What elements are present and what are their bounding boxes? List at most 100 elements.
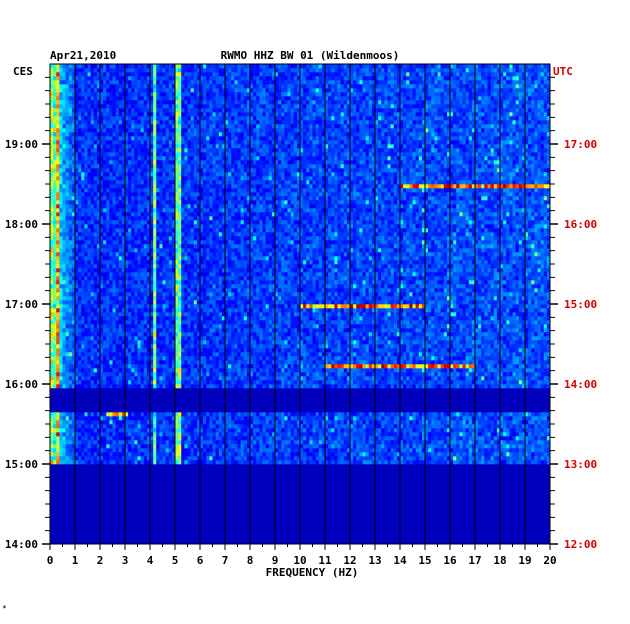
spectrogram-cell [450,424,454,429]
spectrogram-cell [268,444,273,449]
spectrogram-cell [418,464,423,469]
spectrogram-cell [271,448,276,453]
spectrogram-cell [315,524,320,529]
spectrogram-cell [184,532,188,537]
spectrogram-cell [212,464,216,469]
spectrogram-cell [296,464,301,469]
spectrogram-cell [465,440,470,445]
spectrogram-cell [71,516,76,521]
spectrogram-cell [484,456,488,461]
spectrogram-cell [128,512,132,517]
spectrogram-cell [506,520,510,525]
spectrogram-cell [462,464,466,469]
spectrogram-cell [134,468,138,473]
spectrogram-cell [253,512,257,517]
spectrogram-cell [243,432,248,437]
spectrogram-cell [153,504,157,509]
spectrogram-cell [71,520,76,525]
spectrogram-cell [512,432,516,437]
spectrogram-cell [90,440,95,445]
spectrogram-cell [190,460,195,465]
spectrogram-cell [431,440,435,445]
spectrogram-cell [184,480,188,485]
spectrogram-cell [387,500,391,505]
spectrogram-cell [334,480,338,485]
spectrogram-cell [496,440,501,445]
spectrogram-cell [131,524,135,529]
spectrogram-cell [212,428,216,433]
spectrogram-cell [175,424,179,429]
spectrogram-cell [81,512,85,517]
spectrogram-cell [118,524,123,529]
spectrogram-cell [59,496,63,501]
spectrogram-cell [362,508,366,513]
spectrogram-cell [56,524,60,529]
spectrogram-cell [378,504,382,509]
spectrogram-cell [381,528,385,533]
spectrogram-cell [434,472,438,477]
spectrogram-cell [128,496,132,501]
spectrogram-cell [96,440,101,445]
spectrogram-cell [296,444,301,449]
spectrogram-cell [462,452,466,457]
spectrogram-cell [53,448,57,453]
spectrogram-cell [421,420,426,425]
spectrogram-cell [159,540,163,545]
spectrogram-cell [253,492,257,497]
spectrogram-cell [209,436,213,441]
spectrogram-cell [293,508,298,513]
spectrogram-cell [190,420,195,425]
spectrogram-cell [496,536,501,541]
spectrogram-cell [62,496,66,501]
spectrogram-cell [484,428,488,433]
spectrogram-cell [62,468,66,473]
spectrogram-cell [300,504,304,509]
spectrogram-cell [465,452,470,457]
spectrogram-cell [93,532,98,537]
spectrogram-cell [525,504,529,509]
spectrogram-cell [187,428,191,433]
spectrogram-cell [537,452,541,457]
spectrogram-cell [90,524,95,529]
spectrogram-cell [465,484,470,489]
spectrogram-cell [440,436,445,441]
spectrogram-cell [56,500,60,505]
spectrogram-cell [178,524,182,529]
spectrogram-cell [390,512,395,517]
spectrogram-cell [375,420,379,425]
spectrogram-cell [465,424,470,429]
spectrogram-cell [418,440,423,445]
spectrogram-cell [500,528,504,533]
spectrogram-cell [534,492,538,497]
spectrogram-cell [125,524,129,529]
spectrogram-cell [440,512,445,517]
spectrogram-cell [415,448,420,453]
spectrogram-cell [500,464,504,469]
spectrogram-cell [515,432,520,437]
spectrogram-cell [309,516,313,521]
spectrogram-cell [496,500,501,505]
spectrogram-cell [143,524,148,529]
spectrogram-cell [440,536,445,541]
spectrogram-cell [96,444,101,449]
spectrogram-cell [290,444,295,449]
spectrogram-cell [293,512,298,517]
spectrogram-cell [100,524,104,529]
spectrogram-cell [265,440,270,445]
spectrogram-cell [209,504,213,509]
spectrogram-cell [450,448,454,453]
spectrogram-cell [65,432,70,437]
spectrogram-cell [259,472,263,477]
spectrogram-cell [359,496,363,501]
spectrogram-cell [115,448,120,453]
spectrogram-cell [240,476,245,481]
spectrogram-cell [321,476,326,481]
spectrogram-cell [137,540,141,545]
spectrogram-cell [187,456,191,461]
spectrogram-cell [96,452,101,457]
spectrogram-cell [103,452,107,457]
spectrogram-cell [459,536,463,541]
spectrogram-cell [528,504,532,509]
spectrogram-cell [509,532,513,537]
spectrogram-cell [543,504,548,509]
